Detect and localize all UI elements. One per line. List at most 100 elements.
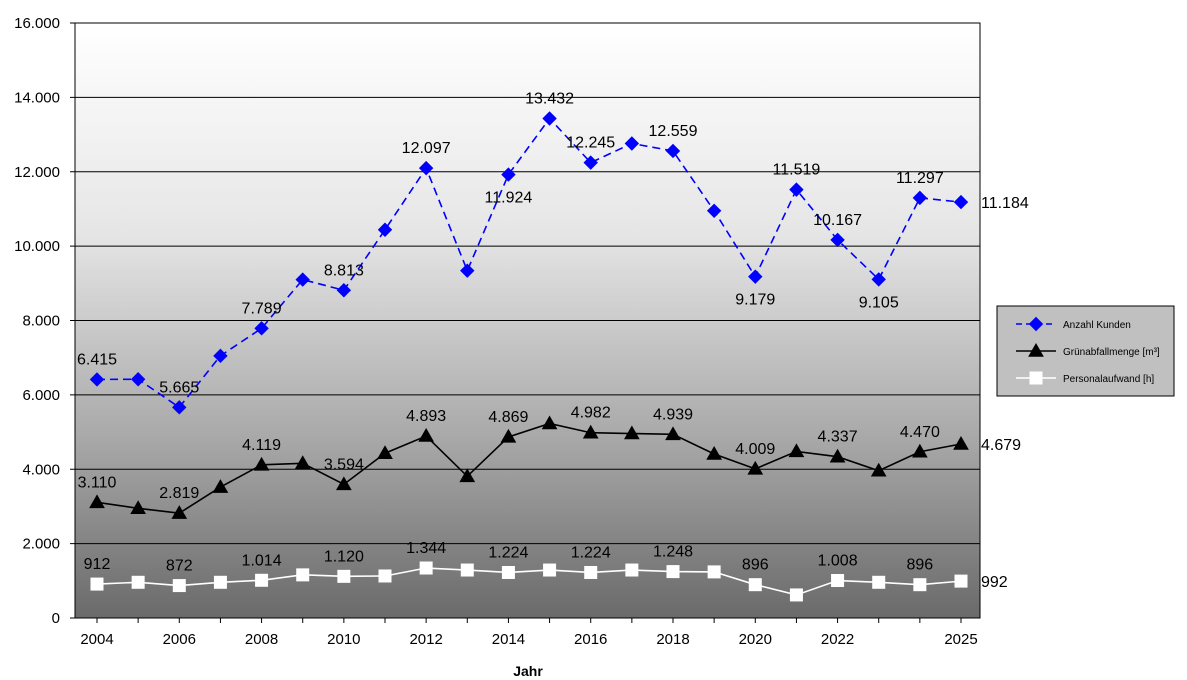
data-point (337, 569, 351, 583)
data-point (748, 269, 763, 284)
data-label: 11.519 (773, 162, 821, 179)
y-tick-label: 14.000 (14, 89, 60, 106)
data-point (707, 565, 721, 579)
data-point (172, 400, 187, 415)
data-point (131, 575, 145, 589)
data-label: 4.009 (735, 441, 775, 458)
data-label: 1.344 (406, 540, 446, 557)
data-point (789, 182, 804, 197)
data-label: 6.415 (77, 351, 117, 368)
data-label: 1.224 (488, 544, 528, 561)
data-point (254, 321, 269, 336)
data-point (788, 443, 805, 458)
data-labels: 6.415 5.665 7.789 8.813 12.097 11.924 13.432 12… (77, 90, 1029, 591)
y-tick-label: 0 (52, 610, 60, 627)
data-point (501, 167, 516, 182)
data-point (582, 424, 599, 439)
gridlines (75, 96, 980, 545)
data-label: 4.119 (242, 437, 281, 454)
data-label: 3.594 (324, 456, 364, 473)
legend-label: Personalaufwand [h] (1063, 374, 1154, 385)
data-label: 1.224 (571, 544, 611, 561)
data-point (89, 494, 105, 509)
data-label: 5.665 (159, 379, 199, 396)
data-point (501, 565, 515, 579)
data-label: 11.924 (485, 190, 533, 207)
data-point (418, 428, 435, 442)
x-tick-label: 2022 (821, 631, 854, 648)
series-line (96, 422, 962, 514)
data-point (295, 272, 310, 287)
data-label: 4.337 (818, 429, 858, 446)
data-point (130, 372, 146, 387)
x-tick-label: 2018 (656, 631, 689, 648)
data-point (459, 468, 476, 483)
data-point (831, 574, 845, 588)
data-label: 9.105 (859, 294, 899, 311)
data-point (584, 565, 598, 579)
y-tick-label: 4.000 (22, 461, 60, 478)
y-tick-label: 6.000 (22, 387, 60, 404)
data-label: 1.014 (242, 552, 282, 569)
data-label: 3.110 (78, 474, 117, 491)
data-point (706, 203, 722, 219)
data-label: 1.008 (818, 553, 858, 570)
data-label: 4.470 (900, 424, 940, 441)
y-tick-label: 8.000 (22, 313, 60, 330)
data-point (542, 111, 557, 126)
data-label: 7.789 (242, 300, 282, 317)
data-label: 4.982 (571, 405, 611, 422)
x-axis-title: Jahr (513, 663, 543, 679)
data-point (953, 194, 969, 210)
data-point (665, 143, 681, 159)
data-label: 1.120 (324, 548, 364, 565)
data-point (377, 445, 393, 460)
data-label: 4.939 (653, 406, 693, 423)
data-point (913, 578, 927, 592)
y-tick-label: 12.000 (14, 164, 60, 181)
data-label: 13.432 (525, 90, 574, 107)
data-point (378, 569, 392, 583)
x-tick-label: 2012 (409, 631, 442, 648)
data-point (418, 160, 434, 176)
x-tick-label: 2004 (80, 631, 113, 648)
x-tick-label: 2008 (245, 631, 278, 648)
data-point (665, 426, 681, 441)
data-label: 872 (166, 558, 193, 575)
x-tick-label: 2020 (739, 631, 772, 648)
x-axis: 2004 2006 2008 2010 2012 2014 2016 2018 2020 2022… (80, 618, 978, 648)
x-tick-label: 2016 (574, 631, 607, 648)
data-point (666, 565, 680, 579)
data-label: 4.679 (981, 437, 1021, 454)
data-point (789, 588, 803, 602)
data-label: 11.184 (981, 195, 1029, 212)
data-point (255, 573, 269, 587)
legend: Anzahl Kunden Grünabfallmenge [m³] Persona… (996, 305, 1175, 397)
data-point (747, 460, 764, 475)
data-label: 1.248 (653, 544, 693, 561)
data-point (90, 577, 104, 591)
x-tick-label: 2010 (327, 631, 360, 648)
data-point (911, 443, 928, 458)
y-tick-label: 16.000 (14, 15, 60, 32)
data-label: 896 (907, 557, 934, 574)
data-point (213, 575, 227, 589)
data-point (130, 500, 147, 515)
data-label: 4.893 (406, 408, 446, 425)
data-point (830, 232, 845, 248)
data-point (172, 579, 186, 593)
data-point (912, 190, 928, 206)
legend-marker (1028, 342, 1044, 357)
data-point (460, 563, 474, 577)
data-point (870, 462, 887, 477)
data-label: 12.245 (566, 135, 615, 152)
data-label: 4.869 (488, 409, 528, 426)
data-point (294, 455, 311, 470)
data-point (872, 575, 886, 589)
data-point (213, 348, 228, 364)
y-tick-label: 10.000 (14, 238, 60, 255)
data-label: 2.819 (159, 485, 199, 502)
series-group (89, 111, 969, 602)
data-point (335, 476, 352, 491)
